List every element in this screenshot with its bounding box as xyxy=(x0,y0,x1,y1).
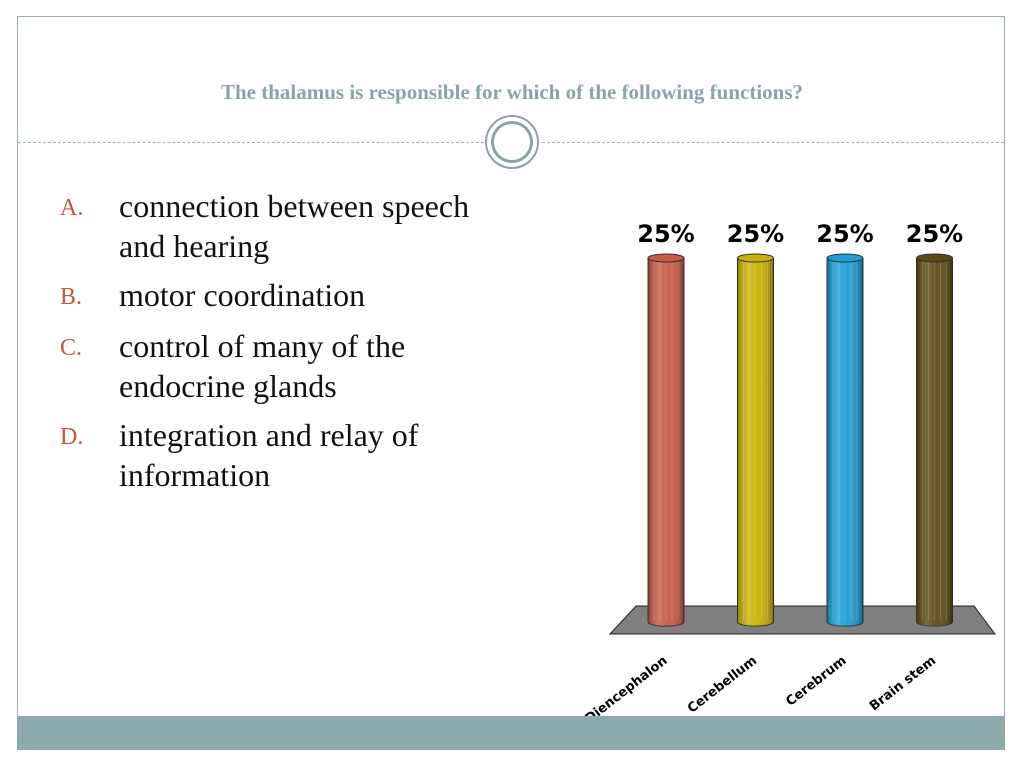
footer-bar xyxy=(17,716,1005,750)
divider-circle-inner xyxy=(491,121,533,163)
option-text: control of many of the endocrine glands xyxy=(119,328,406,404)
answer-option-a[interactable]: A. connection between speech and hearing xyxy=(60,186,500,266)
option-letter: D. xyxy=(60,424,84,450)
chart-floor-plane xyxy=(608,605,996,635)
response-bar-chart: 25% 25% 25% 25% Diencephalon Cerebellum Cereb… xyxy=(583,220,996,727)
option-letter: B. xyxy=(60,284,83,310)
title-divider-left xyxy=(18,142,484,143)
option-text: connection between speech and hearing xyxy=(119,188,470,264)
answer-options-list: A. connection between speech and hearing… xyxy=(60,186,500,504)
answer-option-d[interactable]: D. integration and relay of information xyxy=(60,415,500,495)
bar-diencephalon xyxy=(647,253,685,627)
bar-cerebrum xyxy=(826,253,864,627)
data-label: 25% xyxy=(637,220,694,248)
category-label: Brain stem xyxy=(867,653,939,714)
divider-circle-ornament xyxy=(485,115,539,169)
option-text: integration and relay of information xyxy=(119,417,419,493)
answer-option-b[interactable]: B. motor coordination xyxy=(60,275,500,317)
chart-bars xyxy=(647,253,953,627)
title-divider-right xyxy=(542,142,1004,143)
chart-floor xyxy=(608,605,996,635)
answer-option-c[interactable]: C. control of many of the endocrine glan… xyxy=(60,326,500,406)
data-label: 25% xyxy=(816,220,873,248)
bar-brain-stem xyxy=(916,253,953,627)
bar-cerebellum xyxy=(737,253,774,627)
option-letter: C. xyxy=(60,335,83,361)
chart-data-labels: 25% 25% 25% 25% xyxy=(637,220,963,248)
data-label: 25% xyxy=(906,220,963,248)
category-label: Cerebellum xyxy=(685,653,760,716)
option-text: motor coordination xyxy=(119,277,366,313)
slide-title: The thalamus is responsible for which of… xyxy=(220,80,804,104)
category-label: Cerebrum xyxy=(783,653,849,709)
data-label: 25% xyxy=(727,220,784,248)
option-letter: A. xyxy=(60,195,84,221)
